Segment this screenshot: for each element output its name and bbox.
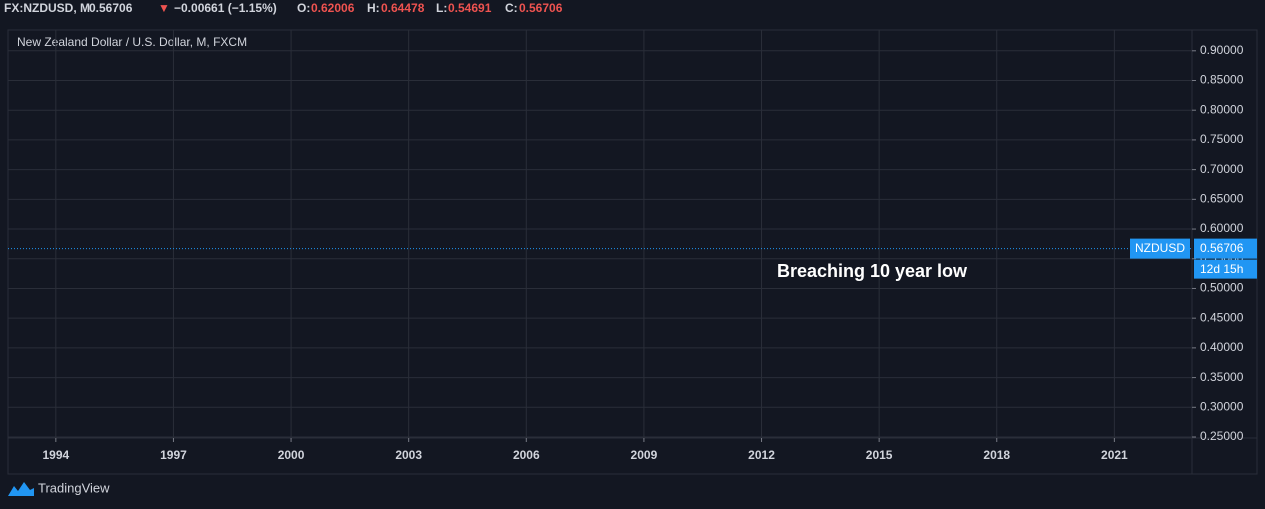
low: 0.54691 [448, 1, 492, 15]
y-tick-label: 0.25000 [1200, 429, 1244, 443]
y-tick-label: 0.85000 [1200, 73, 1244, 87]
y-tick-label: 0.45000 [1200, 310, 1244, 324]
y-tick-label: 0.30000 [1200, 399, 1244, 413]
open: 0.62006 [311, 1, 355, 15]
y-tick-label: 0.35000 [1200, 370, 1244, 384]
price-label-box [1194, 238, 1257, 259]
x-tick-label: 2015 [866, 448, 893, 462]
close-label: C: [505, 1, 518, 15]
change-arrow: ▼ [158, 1, 170, 15]
x-tick-label: 2000 [278, 448, 305, 462]
x-tick-label: 1994 [42, 448, 69, 462]
series-label: NZDUSD [1135, 241, 1185, 255]
y-tick-label: 0.60000 [1200, 221, 1244, 235]
high-label: H: [367, 1, 380, 15]
high: 0.64478 [381, 1, 425, 15]
open-label: O: [297, 1, 310, 15]
series-label-box [1130, 238, 1190, 259]
x-tick-label: 1997 [160, 448, 187, 462]
logo-icon [8, 482, 34, 496]
low-label: L: [436, 1, 447, 15]
annotation: Breaching 10 year low [777, 261, 968, 281]
x-tick-label: 2003 [395, 448, 422, 462]
chart-title: New Zealand Dollar / U.S. Dollar, M, FXC… [17, 35, 247, 49]
close: 0.56706 [519, 1, 563, 15]
x-tick-label: 2009 [631, 448, 658, 462]
countdown: 12d 15h [1200, 262, 1243, 276]
y-tick-label: 0.40000 [1200, 340, 1244, 354]
change: −0.00661 (−1.15%) [174, 1, 277, 15]
y-tick-label: 0.70000 [1200, 162, 1244, 176]
y-tick-label: 0.90000 [1200, 43, 1244, 57]
price-label: 0.56706 [1200, 241, 1244, 255]
y-tick-label: 0.80000 [1200, 102, 1244, 116]
x-tick-label: 2012 [748, 448, 775, 462]
x-tick-label: 2006 [513, 448, 540, 462]
x-tick-label: 2021 [1101, 448, 1128, 462]
brand: TradingView [38, 480, 110, 495]
symbol: FX:NZDUSD, M [4, 1, 90, 15]
logo [8, 482, 34, 496]
y-tick-label: 0.75000 [1200, 132, 1244, 146]
last-price: 0.56706 [89, 1, 133, 15]
x-tick-label: 2018 [983, 448, 1010, 462]
grid [8, 30, 1192, 438]
y-tick-label: 0.65000 [1200, 192, 1244, 206]
y-tick-label: 0.50000 [1200, 281, 1244, 295]
countdown-box [1194, 259, 1257, 279]
